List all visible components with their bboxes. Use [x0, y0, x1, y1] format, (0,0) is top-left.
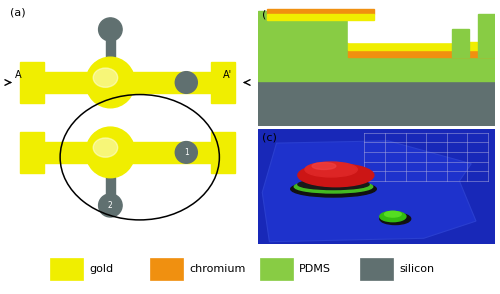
Ellipse shape — [380, 213, 410, 225]
Ellipse shape — [305, 162, 357, 177]
Ellipse shape — [93, 68, 118, 87]
Bar — [452, 29, 469, 56]
Ellipse shape — [312, 163, 336, 169]
Bar — [50, 258, 82, 280]
Text: chromium: chromium — [189, 264, 246, 274]
Ellipse shape — [380, 211, 406, 222]
Bar — [267, 9, 374, 14]
Ellipse shape — [384, 211, 401, 217]
Text: PDMS: PDMS — [299, 264, 331, 274]
Bar — [478, 14, 495, 56]
Bar — [106, 29, 115, 57]
Bar — [106, 176, 115, 204]
Text: (c): (c) — [262, 133, 277, 143]
Bar — [30, 141, 226, 163]
Bar — [20, 132, 44, 173]
Bar — [30, 72, 226, 93]
Ellipse shape — [86, 57, 135, 108]
Text: A': A' — [223, 70, 232, 80]
Ellipse shape — [298, 179, 369, 190]
Bar — [348, 11, 452, 42]
Ellipse shape — [291, 181, 376, 197]
Bar — [150, 258, 182, 280]
Ellipse shape — [294, 181, 372, 193]
Text: A: A — [15, 70, 22, 80]
Text: (b): (b) — [262, 9, 278, 19]
Ellipse shape — [298, 164, 374, 187]
Bar — [258, 81, 495, 126]
Bar — [211, 62, 236, 103]
Bar — [360, 258, 392, 280]
Bar — [348, 42, 495, 50]
Bar — [20, 62, 44, 103]
Ellipse shape — [86, 127, 135, 178]
Text: gold: gold — [89, 264, 113, 274]
Text: 2: 2 — [108, 201, 112, 210]
Circle shape — [176, 72, 198, 93]
Circle shape — [98, 18, 122, 41]
Text: (a): (a) — [10, 8, 26, 18]
Ellipse shape — [93, 138, 118, 157]
Polygon shape — [262, 141, 476, 242]
Circle shape — [176, 142, 198, 163]
Text: 1: 1 — [184, 148, 188, 157]
Bar — [211, 132, 236, 173]
Bar — [260, 258, 292, 280]
Bar — [267, 14, 374, 20]
Bar — [258, 56, 495, 81]
Text: silicon: silicon — [399, 264, 434, 274]
Bar — [258, 11, 348, 56]
Circle shape — [98, 194, 122, 217]
Bar — [348, 50, 495, 56]
